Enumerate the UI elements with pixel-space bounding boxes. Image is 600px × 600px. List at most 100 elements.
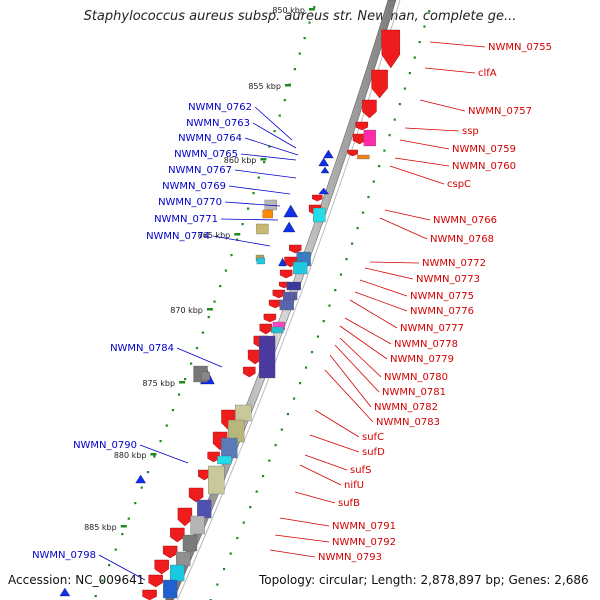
tick-dot <box>418 41 421 44</box>
tick-dot <box>255 490 258 493</box>
tick-dot <box>207 316 210 319</box>
protein-feature-box <box>282 291 298 301</box>
tick-label: 855 kbp <box>248 82 281 91</box>
tick-dot <box>249 506 252 509</box>
gene-name: NWMN_0763 <box>186 118 250 129</box>
leader-line <box>349 299 398 329</box>
forward-gene-arrow <box>381 29 400 69</box>
tick-mark <box>308 8 315 11</box>
tick-dot <box>94 595 97 598</box>
leader-line <box>394 157 450 167</box>
gene-name: NWMN_0767 <box>168 165 232 176</box>
gene-name: NWMN_0779 <box>390 354 454 365</box>
gene-name: sufD <box>362 447 385 458</box>
reverse-gene-arrow <box>320 166 330 174</box>
gene-label: NWMN_0766 <box>384 209 497 226</box>
gene-name: NWMN_0771 <box>154 214 218 225</box>
leader-line <box>228 185 291 195</box>
leader-line <box>220 218 279 221</box>
gene-label: NWMN_0774 <box>146 231 271 247</box>
reverse-gene-arrow <box>59 587 71 597</box>
protein-feature-box <box>221 437 238 459</box>
forward-gene-arrow <box>263 313 277 323</box>
protein-feature-box <box>217 455 232 465</box>
reverse-gene-arrow <box>323 149 334 159</box>
gene-label: NWMN_0763 <box>186 118 297 149</box>
forward-gene-arrow <box>347 149 358 157</box>
gene-label: NWMN_0757 <box>419 99 532 117</box>
tick-dot <box>388 134 391 137</box>
tick-mark <box>179 381 186 384</box>
gene-name: NWMN_0757 <box>468 106 532 117</box>
gene-label: NWMN_0755 <box>429 41 552 53</box>
tick-dot <box>241 223 244 226</box>
gene-label: NWMN_0769 <box>162 181 291 195</box>
forward-gene-arrow <box>362 99 377 119</box>
protein-feature-box <box>256 257 266 265</box>
gene-features <box>59 29 400 600</box>
tick-dot <box>378 165 381 168</box>
gene-label: NWMN_0772 <box>369 258 486 269</box>
tick-mark <box>120 525 127 528</box>
leader-line <box>369 261 420 264</box>
gene-name: nifU <box>344 480 364 491</box>
gene-name: NWMN_0783 <box>376 417 440 428</box>
tick-dot <box>356 227 359 230</box>
gene-label: NWMN_0776 <box>354 291 474 317</box>
scale-tick: 880 kbp <box>114 451 157 460</box>
protein-feature-box <box>313 207 326 223</box>
tick-mark <box>234 233 241 236</box>
tick-dot <box>177 393 181 396</box>
gene-name: NWMN_0773 <box>416 274 480 285</box>
gene-label: NWMN_0778 <box>344 317 458 350</box>
tick-dot <box>121 533 124 536</box>
gene-label: NWMN_0764 <box>178 133 299 156</box>
tick-dot <box>236 537 239 540</box>
leader-line <box>254 106 293 141</box>
leader-line <box>304 454 348 471</box>
tick-dot <box>101 579 104 582</box>
reverse-gene-arrow <box>278 257 287 267</box>
gene-label: NWMN_0768 <box>379 217 494 245</box>
leader-line <box>399 139 450 150</box>
gene-label: NWMN_0780 <box>339 337 448 383</box>
gene-label: NWMN_0765 <box>174 149 297 161</box>
leader-line <box>354 291 408 312</box>
gene-label: NWMN_0773 <box>364 267 480 285</box>
tick-dot <box>328 304 331 307</box>
gene-label: cspC <box>389 165 471 190</box>
gene-name: NWMN_0774 <box>146 231 210 242</box>
tick-dot <box>257 176 260 179</box>
tick-dot <box>165 424 168 427</box>
gene-name: NWMN_0766 <box>433 215 497 226</box>
leader-line <box>240 153 297 161</box>
tick-dot <box>403 87 406 90</box>
tick-dot <box>140 486 143 489</box>
gene-name: NWMN_0760 <box>452 161 516 172</box>
tick-dot <box>413 56 416 59</box>
leader-line <box>419 99 466 112</box>
protein-feature-box <box>201 371 210 381</box>
tick-label: 865 kbp <box>198 231 231 240</box>
tick-dot <box>345 258 348 261</box>
scale-tick: 860 kbp <box>224 156 267 165</box>
gene-name: NWMN_0776 <box>410 306 474 317</box>
tick-dot <box>222 568 226 571</box>
tick-mark <box>284 84 291 87</box>
forward-gene-arrow <box>312 194 323 202</box>
leader-line <box>294 491 336 504</box>
forward-gene-arrow <box>268 299 282 309</box>
leader-line <box>344 317 392 345</box>
tick-dot <box>224 269 228 272</box>
gene-name: NWMN_0769 <box>162 181 226 192</box>
tick-dot <box>351 242 354 245</box>
tick-dot <box>339 273 343 276</box>
gene-label: NWMN_0762 <box>188 102 293 141</box>
tick-dot <box>171 409 175 412</box>
forward-gene-arrow <box>243 366 256 378</box>
protein-feature-box <box>286 281 301 291</box>
tick-dot <box>195 347 199 350</box>
protein-feature-box <box>262 209 273 219</box>
gene-name: NWMN_0790 <box>73 440 137 451</box>
gene-name: NWMN_0793 <box>318 552 382 563</box>
